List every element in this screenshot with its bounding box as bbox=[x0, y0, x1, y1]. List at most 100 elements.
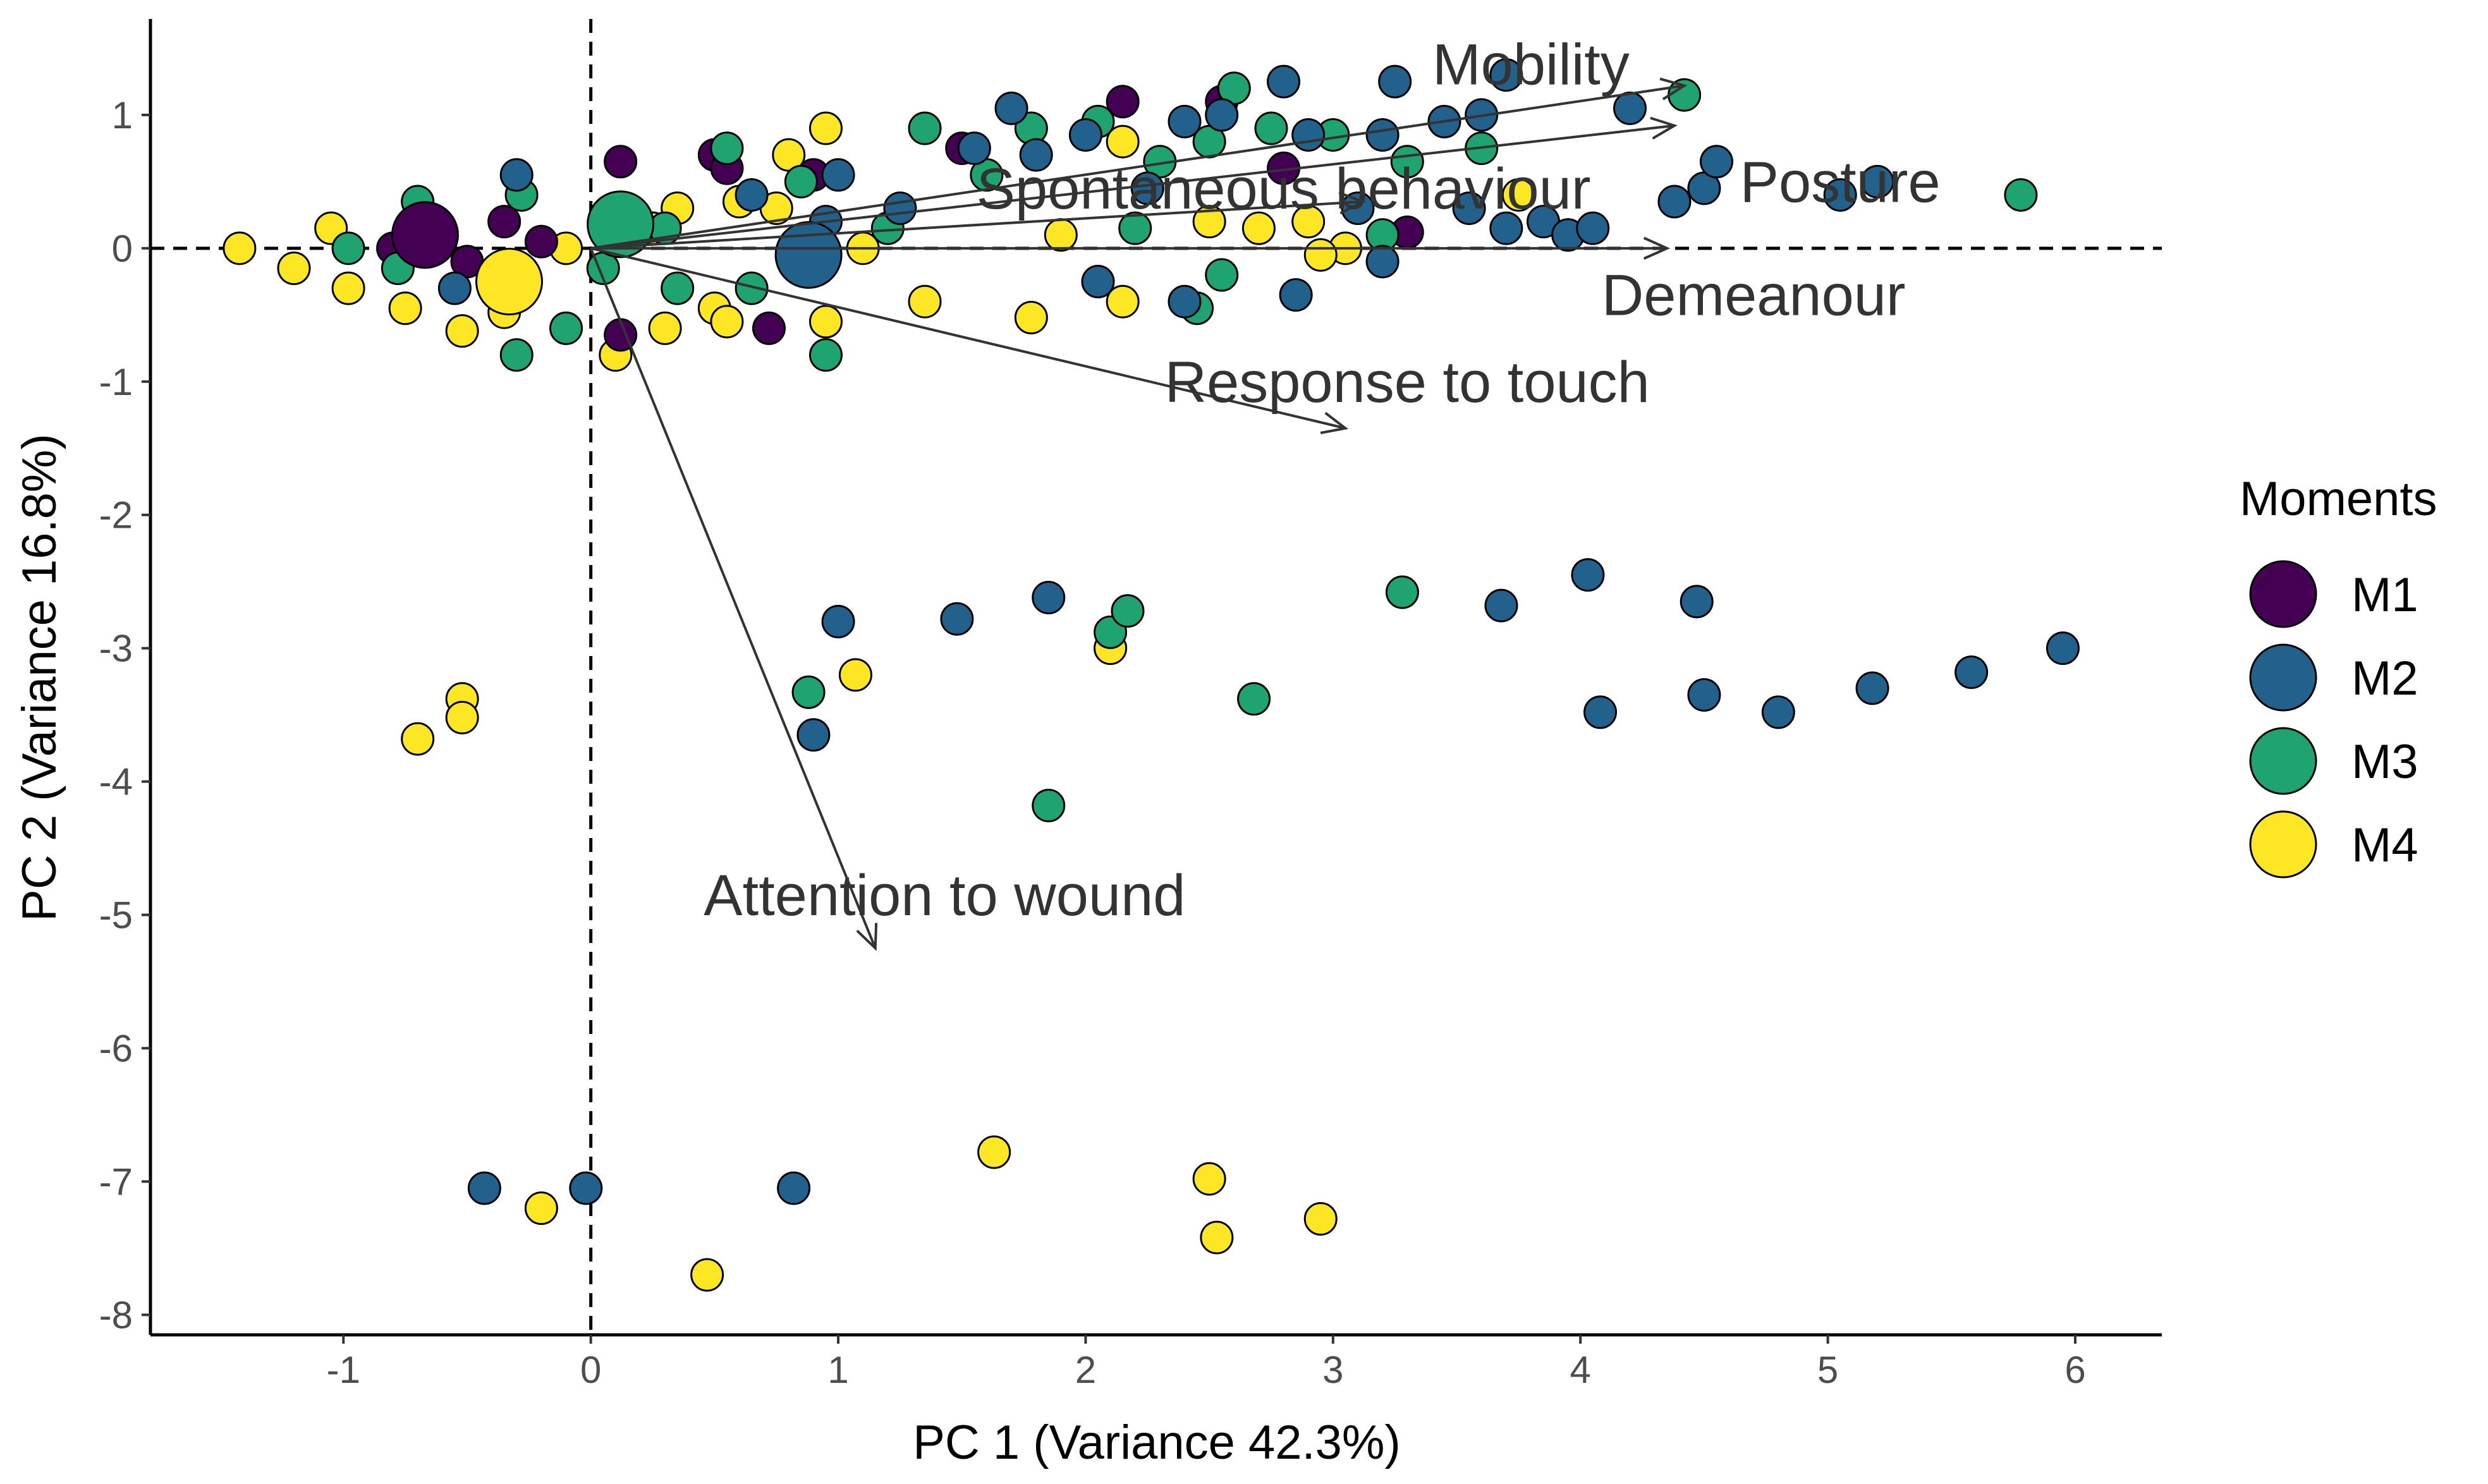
data-point-m4 bbox=[1106, 284, 1140, 319]
data-point-m4 bbox=[690, 1258, 724, 1292]
data-point-m4 bbox=[1200, 1220, 1234, 1255]
data-point-m2 bbox=[1657, 185, 1692, 219]
data-point-m2 bbox=[1267, 64, 1301, 99]
data-point-m2 bbox=[1613, 91, 1647, 125]
loading-arrow-line bbox=[590, 200, 1363, 250]
data-point-m2 bbox=[1032, 580, 1066, 614]
x-tick-label: 6 bbox=[2064, 1349, 2085, 1391]
data-point-m2 bbox=[1081, 265, 1115, 299]
legend: Moments M1 M2 M3 M4 bbox=[2240, 472, 2437, 879]
y-tick-label: 1 bbox=[112, 94, 133, 137]
data-point-m4 bbox=[1044, 218, 1078, 252]
x-tick-label: 4 bbox=[1570, 1349, 1591, 1391]
data-point-m4 bbox=[1106, 125, 1140, 159]
data-point-m2 bbox=[1341, 192, 1375, 226]
data-point-m3 bbox=[1032, 789, 1066, 823]
data-point-m3 bbox=[1237, 682, 1271, 716]
legend-title: Moments bbox=[2240, 472, 2437, 526]
group-centroids bbox=[391, 190, 843, 316]
data-point-m2 bbox=[2046, 631, 2080, 666]
x-axis-ticks: -1 0 1 2 3 4 5 6 bbox=[327, 1335, 2086, 1391]
data-point-m4 bbox=[808, 111, 843, 145]
loading-arrow-line bbox=[590, 124, 1675, 250]
data-point-m4 bbox=[808, 305, 843, 339]
data-point-m2 bbox=[437, 271, 472, 305]
data-point-m3 bbox=[1118, 211, 1152, 245]
data-point-m2 bbox=[1484, 588, 1518, 623]
data-point-m2 bbox=[1279, 278, 1313, 312]
data-point-m4 bbox=[1192, 1162, 1226, 1196]
data-point-m4 bbox=[223, 231, 257, 265]
data-point-m2 bbox=[1823, 178, 1857, 212]
x-tick-label: 2 bbox=[1075, 1349, 1096, 1391]
legend-key-m4 bbox=[2249, 810, 2317, 879]
data-point-m1 bbox=[1106, 85, 1140, 119]
data-point-m2 bbox=[821, 158, 855, 192]
data-point-m1 bbox=[524, 224, 558, 258]
x-tick-label: 3 bbox=[1322, 1349, 1343, 1391]
data-point-m2 bbox=[1168, 104, 1202, 138]
y-axis-title: PC 2 (Variance 16.8%) bbox=[13, 434, 66, 921]
loading-arrow-head bbox=[856, 923, 878, 951]
loading-arrow-head bbox=[1650, 116, 1678, 140]
data-point-m2 bbox=[1855, 671, 1889, 705]
x-tick-label: 5 bbox=[1817, 1349, 1838, 1391]
data-point-m3 bbox=[791, 675, 826, 709]
data-point-m1 bbox=[487, 205, 521, 239]
centroid-m1 bbox=[391, 201, 459, 269]
data-point-m2 bbox=[777, 1171, 811, 1205]
data-point-m3 bbox=[735, 271, 769, 305]
data-point-m2 bbox=[569, 1171, 603, 1205]
loading-arrow-line bbox=[590, 246, 1346, 430]
data-point-m2 bbox=[1860, 164, 1894, 198]
data-point-m4 bbox=[331, 271, 365, 305]
data-point-m4 bbox=[277, 251, 311, 285]
data-point-m2 bbox=[1365, 118, 1400, 152]
data-point-m3 bbox=[784, 164, 818, 198]
data-point-m3 bbox=[710, 131, 744, 166]
data-point-m2 bbox=[1954, 655, 1989, 690]
data-point-m2 bbox=[735, 178, 769, 212]
data-point-m2 bbox=[1378, 64, 1412, 99]
data-point-m2 bbox=[1680, 585, 1714, 619]
data-point-m2 bbox=[1576, 211, 1610, 245]
loading-label: Response to touch bbox=[1165, 350, 1650, 415]
data-point-m4 bbox=[1303, 1201, 1338, 1236]
data-point-m3 bbox=[331, 231, 365, 265]
x-axis-title: PC 1 (Variance 42.3%) bbox=[913, 1416, 1401, 1469]
legend-label-m3: M3 bbox=[2351, 735, 2418, 789]
legend-label-m4: M4 bbox=[2351, 818, 2418, 872]
data-point-m3 bbox=[661, 271, 695, 305]
loading-label: Attention to wound bbox=[704, 863, 1185, 928]
data-point-m3 bbox=[2004, 178, 2038, 212]
data-point-m2 bbox=[1699, 145, 1733, 179]
centroid-m2 bbox=[774, 221, 843, 289]
y-tick-label: -2 bbox=[99, 494, 133, 537]
data-point-m3 bbox=[1111, 594, 1145, 628]
data-point-m4 bbox=[445, 314, 479, 348]
data-point-m1 bbox=[752, 311, 786, 345]
data-point-m4 bbox=[401, 722, 435, 756]
data-point-m4 bbox=[648, 311, 682, 345]
data-point-m3 bbox=[549, 311, 583, 345]
data-point-m2 bbox=[821, 604, 855, 638]
data-point-m2 bbox=[467, 1171, 501, 1205]
data-point-m2 bbox=[994, 91, 1028, 125]
data-point-m4 bbox=[710, 305, 744, 339]
data-point-m1 bbox=[604, 145, 638, 179]
legend-key-m2 bbox=[2249, 643, 2317, 712]
y-tick-label: 0 bbox=[112, 228, 133, 270]
data-point-m4 bbox=[445, 700, 479, 734]
data-point-m3 bbox=[1254, 111, 1288, 145]
y-tick-label: -8 bbox=[99, 1294, 133, 1336]
data-point-m2 bbox=[1687, 678, 1721, 712]
x-tick-label: -1 bbox=[327, 1349, 360, 1391]
y-tick-label: -7 bbox=[99, 1160, 133, 1203]
centroid-m4 bbox=[475, 248, 544, 316]
data-point-m4 bbox=[908, 284, 942, 319]
x-tick-label: 0 bbox=[580, 1349, 601, 1391]
y-tick-label: -6 bbox=[99, 1027, 133, 1069]
legend-key-m1 bbox=[2249, 560, 2317, 628]
data-point-m2 bbox=[499, 158, 534, 192]
data-point-m3 bbox=[499, 338, 534, 372]
